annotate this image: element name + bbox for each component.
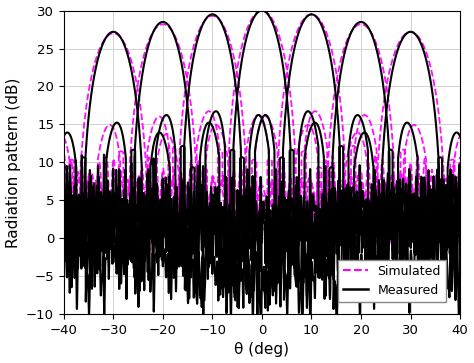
X-axis label: θ (deg): θ (deg) xyxy=(235,342,290,358)
Y-axis label: Radiation pattern (dB): Radiation pattern (dB) xyxy=(6,77,20,248)
Legend: Simulated, Measured: Simulated, Measured xyxy=(337,260,446,302)
